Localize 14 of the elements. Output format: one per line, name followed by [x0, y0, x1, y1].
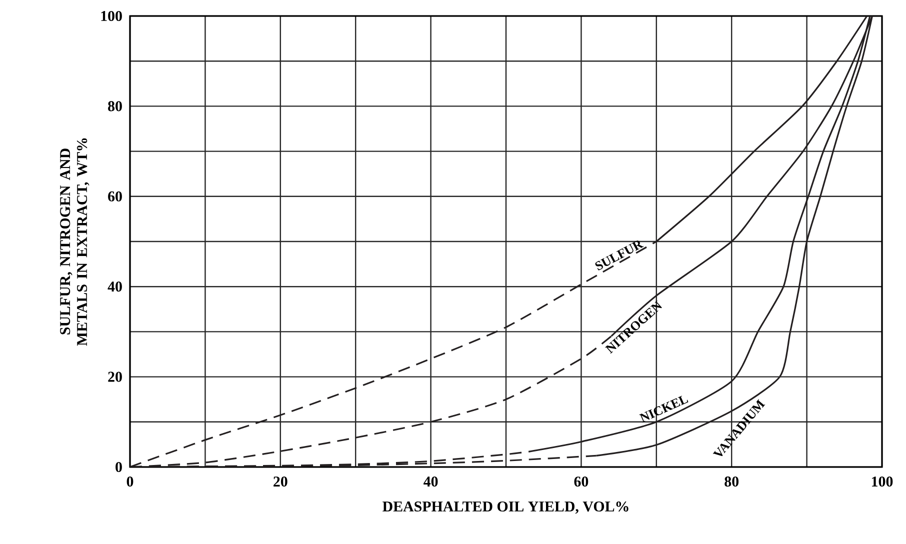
x-tick-label: 20: [274, 476, 288, 487]
y-tick-label: 40: [108, 282, 122, 292]
y-tick-label: 60: [108, 191, 122, 202]
y-tick-label: 20: [108, 372, 122, 382]
x-tick-label: 80: [724, 476, 739, 487]
y-tick-label: 100: [101, 10, 122, 22]
y-axis-title: SULFUR, NITROGEN AND METALS IN EXTRACT, WT%: [60, 138, 90, 346]
y-tick-label: 80: [108, 101, 122, 112]
y-tick-label: 0: [116, 462, 122, 472]
x-tick-label: 0: [126, 476, 134, 487]
x-tick-label: 100: [872, 476, 893, 487]
x-axis-title: DEASPHALTED OIL YIELD, VOL%: [382, 501, 628, 514]
x-tick-label: 60: [574, 476, 588, 487]
x-tick-label: 40: [424, 476, 438, 487]
